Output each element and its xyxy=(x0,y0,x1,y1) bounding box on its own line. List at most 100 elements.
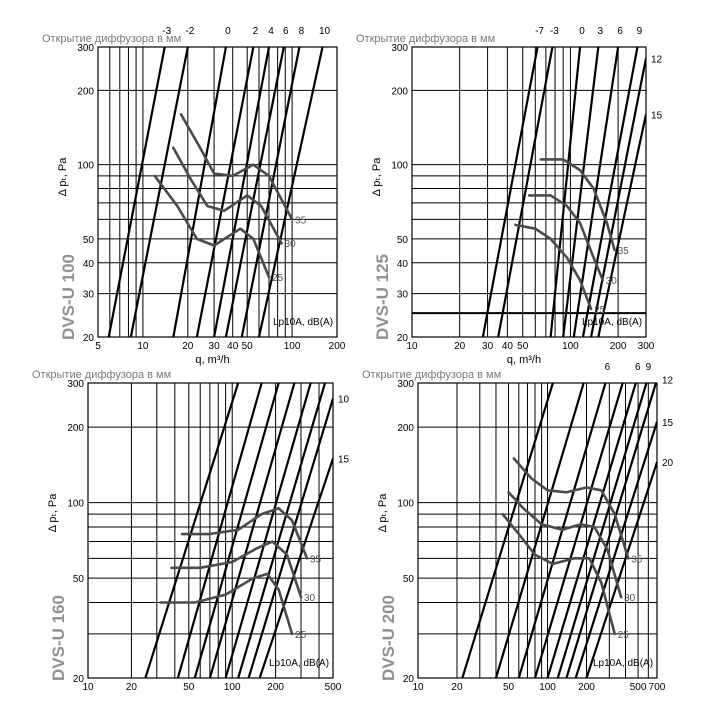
noise-curve xyxy=(501,512,616,636)
noise-level-label: Lp10A, dB(A) xyxy=(269,658,329,669)
noise-curve-label: 25 xyxy=(594,305,606,316)
noise-curve-label: 35 xyxy=(618,246,630,257)
noise-curves xyxy=(159,506,309,636)
y-tick-label: 50 xyxy=(403,574,415,585)
opening-line xyxy=(574,421,657,678)
opening-line xyxy=(597,114,646,337)
opening-label: 15 xyxy=(338,455,350,466)
chart-title: DVS-U 200 xyxy=(379,595,398,681)
x-tick-label: 10 xyxy=(137,341,149,352)
opening-label: 20 xyxy=(662,458,674,469)
opening-line xyxy=(589,58,646,337)
chart-title: DVS-U 160 xyxy=(49,595,68,681)
opening-label: 2 xyxy=(253,26,259,37)
x-tick-label: 100 xyxy=(539,682,556,693)
noise-curve-label: 25 xyxy=(272,273,284,284)
opening-label: 8 xyxy=(299,26,305,37)
y-tick-label: 20 xyxy=(403,674,415,685)
opening-line xyxy=(533,383,624,678)
noise-curve xyxy=(153,174,271,279)
x-tick-label: 20 xyxy=(126,682,138,693)
chart-title: DVS-U 125 xyxy=(373,254,392,340)
opening-label: 15 xyxy=(651,110,663,121)
noise-level-label: Lp10A, dB(A) xyxy=(593,658,653,669)
y-tick-label: 20 xyxy=(83,333,95,344)
noise-curve-label: 35 xyxy=(631,554,643,565)
x-tick-label: 10 xyxy=(82,682,94,693)
opening-line xyxy=(556,383,648,678)
y-axis-label: Δ pₜ, Pa xyxy=(371,157,383,197)
opening-label: 6 xyxy=(617,26,623,37)
opening-line xyxy=(144,383,240,678)
x-axis-label: q, m³/h xyxy=(507,354,541,366)
opening-label: -3 xyxy=(162,26,171,37)
y-axis-label: Δ pₜ, Pa xyxy=(47,493,59,533)
x-tick-label: 20 xyxy=(451,682,463,693)
x-tick-label: 200 xyxy=(267,682,284,693)
y-tick-label: 200 xyxy=(67,423,84,434)
noise-curve-label: 30 xyxy=(606,276,618,287)
opening-label: 9 xyxy=(646,362,652,373)
noise-level-label: Lp10A, dB(A) xyxy=(273,317,333,328)
opening-line xyxy=(224,47,285,337)
x-tick-label: 10 xyxy=(412,682,424,693)
y-tick-label: 100 xyxy=(391,161,408,172)
noise-curve xyxy=(539,158,616,252)
opening-label: 0 xyxy=(579,26,585,37)
opening-line xyxy=(257,47,324,337)
opening-label: 6 xyxy=(605,362,611,373)
noise-curve xyxy=(170,540,303,599)
y-tick-label: 300 xyxy=(391,43,408,54)
noise-curve xyxy=(512,457,630,560)
opening-label: 0 xyxy=(225,26,231,37)
plot-frame xyxy=(411,46,647,338)
y-tick-label: 100 xyxy=(397,499,414,510)
x-tick-label: 50 xyxy=(242,341,254,352)
opening-line xyxy=(461,383,554,678)
noise-curve-label: 35 xyxy=(310,554,322,565)
y-tick-label: 50 xyxy=(73,574,85,585)
opening-line xyxy=(562,47,600,337)
y-axis-label: Δ pₜ, Pa xyxy=(57,157,69,197)
x-tick-label: 100 xyxy=(284,341,301,352)
opening-line xyxy=(585,461,657,678)
noise-curve-label: 25 xyxy=(618,630,630,641)
opening-label: 12 xyxy=(662,375,674,386)
x-tick-label: 50 xyxy=(517,341,529,352)
x-tick-label: 30 xyxy=(482,341,494,352)
x-tick-label: 20 xyxy=(454,341,466,352)
noise-curve-label: 30 xyxy=(285,239,297,250)
opening-label: 6 xyxy=(283,26,289,37)
opening-line xyxy=(546,383,637,678)
opening-line xyxy=(176,383,263,678)
opening-label: -2 xyxy=(185,26,194,37)
y-tick-label: 30 xyxy=(83,290,95,301)
y-tick-label: 50 xyxy=(397,235,409,246)
x-tick-label: 200 xyxy=(610,341,627,352)
opening-line xyxy=(258,458,333,678)
opening-line xyxy=(247,398,333,678)
noise-curve xyxy=(527,194,605,282)
y-tick-label: 20 xyxy=(397,333,409,344)
y-tick-label: 300 xyxy=(77,43,94,54)
opening-line xyxy=(497,47,554,337)
opening-label: 15 xyxy=(662,418,674,429)
x-tick-label: 20 xyxy=(182,341,194,352)
noise-curves xyxy=(501,457,630,636)
opening-label: 6 xyxy=(635,362,641,373)
y-tick-label: 50 xyxy=(83,235,95,246)
opening-label: -3 xyxy=(550,26,559,37)
x-tick-label: 30 xyxy=(209,341,221,352)
y-tick-label: 200 xyxy=(77,86,94,97)
x-tick-label: 700 xyxy=(649,682,666,693)
noise-curve xyxy=(159,572,294,636)
y-tick-label: 300 xyxy=(397,379,414,390)
opening-line xyxy=(240,47,301,337)
x-tick-label: 500 xyxy=(325,682,342,693)
x-tick-label: 10 xyxy=(406,341,418,352)
y-tick-label: 100 xyxy=(67,499,84,510)
opening-label: 10 xyxy=(338,395,350,406)
